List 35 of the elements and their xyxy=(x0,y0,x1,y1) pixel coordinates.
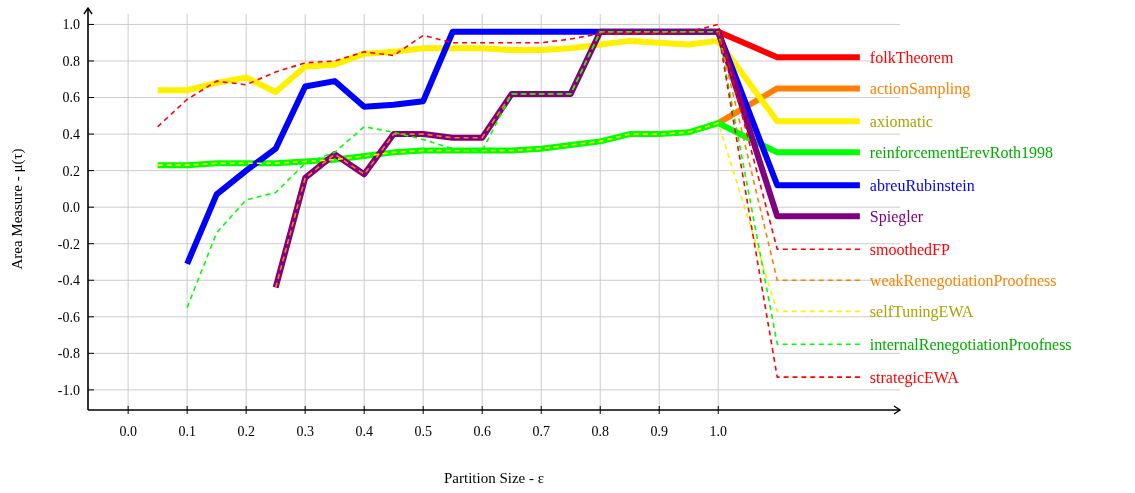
series-label: selfTuningEWA xyxy=(869,302,974,321)
y-tick-label: -0.2 xyxy=(57,236,80,252)
y-tick-label: 1.0 xyxy=(62,17,80,33)
x-tick-label: 0.1 xyxy=(178,424,196,439)
x-tick-label: 0.0 xyxy=(119,424,137,439)
series-label: actionSampling xyxy=(869,80,971,98)
series-label: strategicEWA xyxy=(869,368,960,387)
y-tick-label: 0.0 xyxy=(62,200,80,216)
y-tick-label: 0.2 xyxy=(62,163,80,179)
series-label: internalRenegotiationProofness xyxy=(869,335,1072,354)
y-tick-label: -0.6 xyxy=(57,309,80,325)
x-tick-label: 1.0 xyxy=(709,424,727,439)
y-tick-label: 0.6 xyxy=(62,90,80,106)
y-tick-label: -0.8 xyxy=(57,346,80,362)
series-label: folkTheorem xyxy=(869,48,954,66)
series-label: weakRenegotiationProofness xyxy=(869,271,1057,290)
y-tick-label: -0.4 xyxy=(57,273,80,289)
x-tick-label: 0.6 xyxy=(473,424,491,439)
x-tick-label: 0.5 xyxy=(414,424,432,439)
series-label: abreuRubinstein xyxy=(869,176,975,194)
series-label: smoothedFP xyxy=(869,240,950,258)
series-label: Spiegler xyxy=(869,207,924,226)
x-tick-label: 0.7 xyxy=(532,424,550,439)
y-axis-title: Area Measure - μ(τ) xyxy=(9,148,26,270)
x-tick-label: 0.9 xyxy=(650,424,668,439)
series-label: axiomatic xyxy=(869,112,933,130)
x-axis-title: Partition Size - ε xyxy=(443,470,545,486)
x-tick-label: 0.2 xyxy=(237,424,255,439)
y-tick-label: 0.4 xyxy=(62,126,80,142)
y-tick-label: 0.8 xyxy=(62,53,80,69)
series-label: reinforcementErevRoth1998 xyxy=(869,143,1053,161)
y-tick-label: -1.0 xyxy=(57,382,80,398)
x-tick-label: 0.4 xyxy=(355,424,373,439)
x-tick-label: 0.8 xyxy=(591,424,609,439)
x-tick-label: 0.3 xyxy=(296,424,314,439)
